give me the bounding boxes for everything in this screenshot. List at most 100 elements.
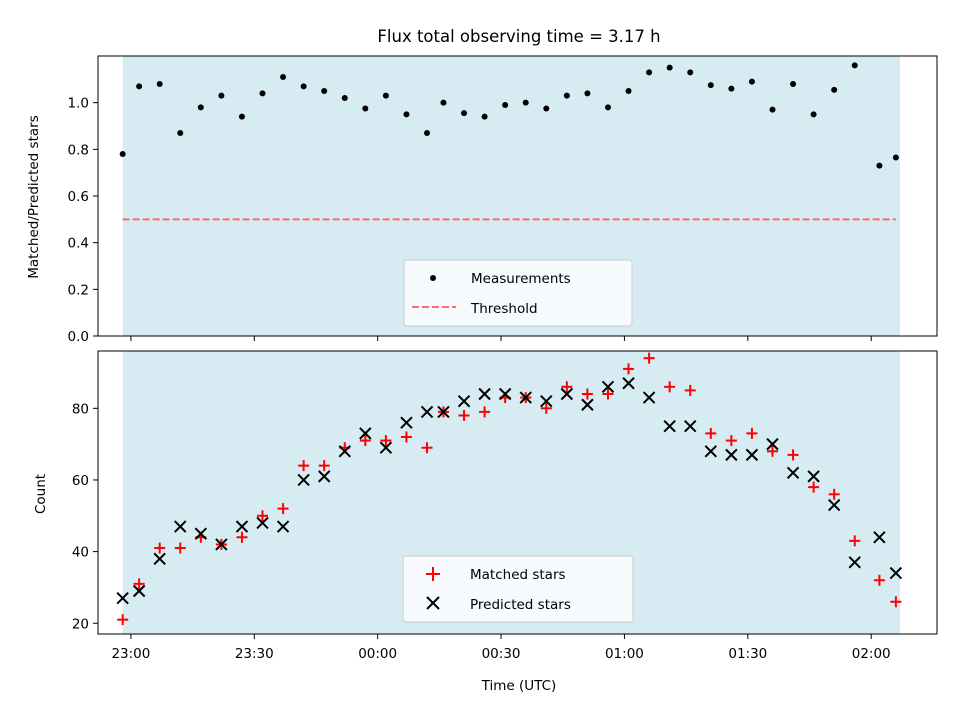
x-tick-label: 00:00 <box>358 646 397 662</box>
predicted-star-stroke-b <box>276 520 290 533</box>
predicted-star-point <box>379 441 393 454</box>
count-x-axis-label: Time (UTC) <box>481 678 557 694</box>
predicted-star-point <box>215 538 228 551</box>
predicted-star-point <box>873 531 886 544</box>
measurement-point <box>748 78 755 85</box>
predicted-star-stroke-b <box>235 520 249 533</box>
measurement-point <box>481 113 488 120</box>
measurement-point <box>502 102 509 108</box>
measurement-point <box>687 69 694 76</box>
predicted-star-point <box>338 445 351 458</box>
predicted-star-point <box>581 398 594 411</box>
predicted-star-point <box>276 520 290 533</box>
axes-frame <box>97 350 938 635</box>
matched-star-point <box>664 381 676 393</box>
measurement-point <box>892 154 899 161</box>
predicted-star-point <box>540 394 553 408</box>
predicted-star-point <box>174 520 187 533</box>
predicted-star-stroke-b <box>848 556 861 569</box>
legend-predicted-label: Predicted stars <box>470 597 571 613</box>
predicted-star-stroke-b <box>519 391 532 404</box>
predicted-star-stroke-b <box>498 387 512 401</box>
measurement-point <box>790 81 797 87</box>
count-panel: 20 40 60 80 23:00 23:30 00:00 00:30 01:00 01:30 02… <box>33 350 938 694</box>
matched-star-point <box>421 442 433 454</box>
predicted-star-point <box>786 466 800 480</box>
predicted-star-stroke-b <box>663 420 676 433</box>
matched-star-point <box>479 406 491 418</box>
predicted-star-stroke-b <box>153 552 166 565</box>
matched-star-point <box>236 531 248 543</box>
predicted-star-stroke-b <box>400 416 413 429</box>
predicted-star-point <box>153 552 166 565</box>
matched-star-point <box>561 381 573 393</box>
y-tick-label: 60 <box>72 473 89 489</box>
x-tick-label: 23:00 <box>111 646 150 662</box>
predicted-star-point <box>132 584 146 598</box>
predicted-star-stroke-b <box>601 380 615 394</box>
measurement-point <box>728 85 735 92</box>
predicted-star-stroke-b <box>116 591 129 605</box>
matched-star-point <box>873 574 885 586</box>
matched-star-point <box>828 488 840 500</box>
matched-star-point <box>890 596 902 608</box>
measurement-point <box>646 69 653 76</box>
measurement-point <box>197 104 204 111</box>
predicted-star-stroke-b <box>457 394 471 408</box>
y-tick-label: 0.2 <box>68 282 89 298</box>
matched-star-point <box>705 427 717 439</box>
predicted-star-point <box>478 387 491 401</box>
matched-star-point <box>318 460 330 472</box>
legend-measurements-label: Measurements <box>471 271 571 287</box>
predicted-star-stroke-b <box>420 405 434 419</box>
measurement-point <box>666 64 673 71</box>
predicted-star-stroke-b <box>827 498 841 512</box>
predicted-star-point <box>256 516 269 530</box>
predicted-star-point <box>601 380 615 394</box>
predicted-star-point <box>194 527 208 540</box>
measurement-point <box>707 82 714 89</box>
y-tick-label: 0.0 <box>68 329 89 345</box>
count-y-axis-label: Count <box>33 474 49 514</box>
matched-star-point <box>849 535 861 547</box>
x-tick-label: 23:30 <box>235 646 274 662</box>
matched-star-point <box>277 503 289 515</box>
y-tick-label: 1.0 <box>68 96 89 112</box>
predicted-star-stroke-b <box>359 427 372 440</box>
measurement-point <box>522 99 529 106</box>
predicted-star-point <box>807 470 820 483</box>
x-tick-label: 00:30 <box>482 646 521 662</box>
measurement-point <box>280 74 287 80</box>
predicted-star-point <box>889 566 903 580</box>
predicted-star-stroke-b <box>256 516 269 530</box>
predicted-star-point <box>745 448 759 462</box>
predicted-star-point <box>519 391 532 404</box>
y-tick-label: 80 <box>72 401 89 417</box>
y-tick-label: 0.4 <box>68 236 89 252</box>
predicted-star-point <box>642 391 656 404</box>
predicted-star-point <box>317 470 331 483</box>
predicted-star-point <box>297 473 310 487</box>
x-tick-label: 01:00 <box>605 646 644 662</box>
count-legend-box <box>402 555 634 623</box>
chart-title: Flux total observing time = 3.17 h <box>377 27 660 46</box>
measurement-point <box>440 99 447 106</box>
measurement-point <box>876 162 883 169</box>
matched-star-point <box>808 481 820 493</box>
matched-star-point <box>257 510 269 522</box>
predicted-star-stroke-b <box>338 445 351 458</box>
predicted-star-stroke-b <box>684 420 697 433</box>
predicted-star-stroke-b <box>560 387 574 401</box>
predicted-star-stroke-b <box>297 473 310 487</box>
predicted-star-stroke-b <box>786 466 800 480</box>
predicted-star-point <box>457 394 471 408</box>
predicted-star-point <box>766 437 779 451</box>
measurement-point <box>321 88 328 94</box>
predicted-star-stroke-b <box>132 584 146 598</box>
matched-star-point <box>581 388 593 400</box>
predicted-star-point <box>437 405 450 419</box>
x-tick-label: 01:30 <box>728 646 767 662</box>
matched-star-point <box>623 363 635 375</box>
predicted-star-stroke-b <box>174 520 187 533</box>
